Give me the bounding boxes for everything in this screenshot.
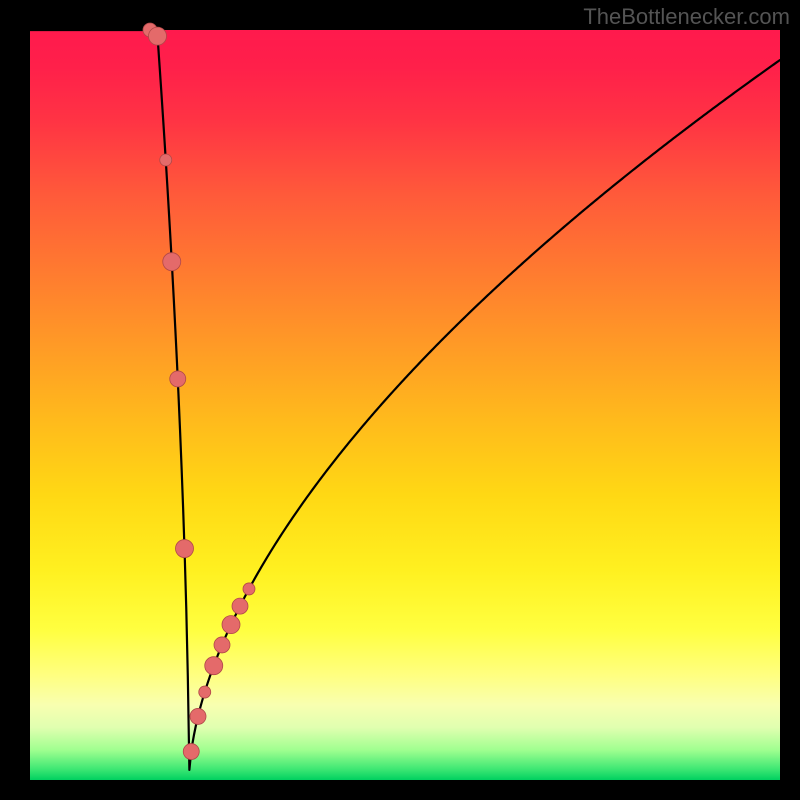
watermark-text: TheBottlenecker.com bbox=[583, 4, 790, 30]
data-marker bbox=[176, 540, 194, 558]
bottleneck-chart bbox=[0, 0, 800, 800]
data-marker bbox=[205, 657, 223, 675]
data-marker bbox=[163, 253, 181, 271]
data-marker bbox=[199, 686, 211, 698]
data-marker bbox=[170, 371, 186, 387]
data-marker bbox=[243, 583, 255, 595]
data-marker bbox=[183, 744, 199, 760]
data-marker bbox=[190, 708, 206, 724]
data-marker bbox=[160, 154, 172, 166]
data-marker bbox=[232, 598, 248, 614]
data-marker bbox=[222, 616, 240, 634]
data-marker bbox=[214, 637, 230, 653]
chart-container: TheBottlenecker.com bbox=[0, 0, 800, 800]
data-marker bbox=[149, 27, 167, 45]
